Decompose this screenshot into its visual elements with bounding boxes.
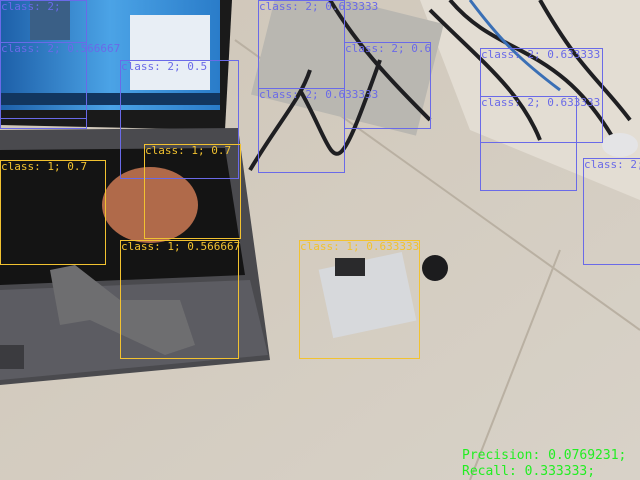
detection-box-class-2 bbox=[120, 60, 239, 179]
detection-label: class: 2; 0.5 bbox=[121, 60, 208, 73]
white-object bbox=[602, 133, 638, 157]
detection-label: class: 2; 0.633333 bbox=[259, 88, 379, 101]
detection-box-class-2 bbox=[480, 48, 603, 143]
screen-image bbox=[30, 0, 70, 40]
detection-label: class: 2; bbox=[1, 0, 61, 13]
detection-label: class: 1; 0.7 bbox=[145, 144, 232, 157]
detection-box-class-2 bbox=[0, 0, 87, 129]
detection-box-class-2 bbox=[258, 0, 345, 173]
cables bbox=[248, 0, 632, 172]
detection-label: class: 2; bbox=[584, 158, 640, 171]
detection-box-class-2 bbox=[480, 96, 577, 191]
camera-lens bbox=[422, 255, 448, 281]
detection-label: class: 2; 0.6 bbox=[345, 42, 432, 55]
detection-box-class-1 bbox=[299, 240, 420, 359]
turbine-blade bbox=[50, 265, 195, 355]
screen-taskbar bbox=[0, 93, 220, 105]
desk-panel bbox=[420, 0, 640, 200]
detection-label: class: 2; 0.633333 bbox=[259, 0, 379, 13]
detection-label: class: 1; 0.633333 bbox=[300, 240, 420, 253]
detection-box-class-2 bbox=[344, 42, 431, 129]
detection-box-class-1 bbox=[144, 144, 241, 239]
detection-box-class-2 bbox=[583, 158, 640, 265]
detection-box-class-2 bbox=[0, 42, 87, 119]
detection-label: class: 1; 0.7 bbox=[1, 160, 88, 173]
detection-label: class: 2; 0.566667 bbox=[1, 42, 121, 55]
dental-model bbox=[102, 167, 198, 243]
camera-part bbox=[335, 258, 365, 276]
desk-seam-2 bbox=[469, 249, 561, 480]
detection-box-class-1 bbox=[0, 160, 106, 265]
precision-text: Precision: 0.0769231; bbox=[462, 448, 627, 463]
touchpad bbox=[0, 345, 24, 369]
detection-label: class: 2; 0.633333 bbox=[481, 48, 601, 61]
screen-window bbox=[130, 15, 210, 90]
recall-text: Recall: 0.333333; bbox=[462, 464, 596, 479]
detection-box-class-1 bbox=[120, 240, 239, 359]
detection-label: class: 1; 0.566667 bbox=[121, 240, 241, 253]
detection-box-class-2 bbox=[258, 88, 345, 173]
detection-label: class: 2; 0.633333 bbox=[481, 96, 601, 109]
